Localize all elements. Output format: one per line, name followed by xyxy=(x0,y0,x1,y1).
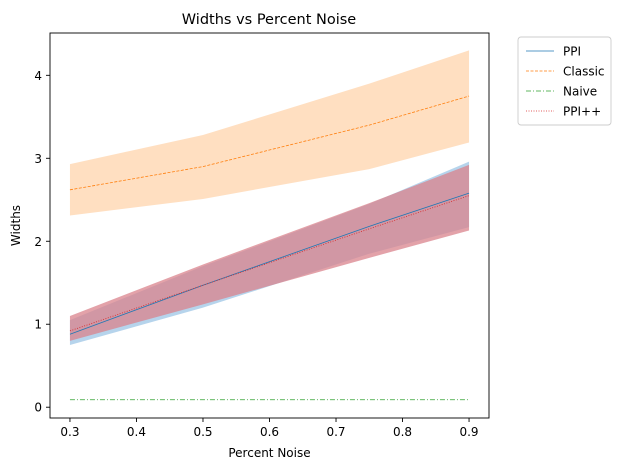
series-line-ppi xyxy=(69,192,470,335)
legend: PPI Classic Naive PPI++ xyxy=(517,36,612,126)
x-tick-label: 0.9 xyxy=(459,425,478,439)
band-classic xyxy=(69,50,470,216)
series-line-classic xyxy=(69,95,470,191)
x-tick-label: 0.4 xyxy=(127,425,146,439)
legend-label: Naive xyxy=(563,85,597,99)
x-tick-label: 0.5 xyxy=(193,425,212,439)
x-tick-label: 0.3 xyxy=(60,425,79,439)
legend-label: PPI++ xyxy=(563,105,601,119)
x-tick-label: 0.6 xyxy=(260,425,279,439)
x-tick-label: 0.8 xyxy=(393,425,412,439)
x-axis: 0.3 0.4 0.5 0.6 0.7 0.8 0.9 xyxy=(60,418,479,439)
y-tick-label: 3 xyxy=(34,152,42,166)
legend-label: Classic xyxy=(563,65,605,79)
y-tick-label: 1 xyxy=(34,318,42,332)
series-line-ppiplusplus xyxy=(69,195,470,332)
chart-title: Widths vs Percent Noise xyxy=(182,12,357,28)
legend-box xyxy=(517,36,612,126)
y-tick-label: 0 xyxy=(34,401,42,415)
y-tick-label: 2 xyxy=(34,235,42,249)
x-tick-label: 0.7 xyxy=(326,425,345,439)
y-axis: 0 1 2 3 4 xyxy=(34,69,50,415)
y-axis-label: Widths xyxy=(9,205,23,246)
legend-label: PPI xyxy=(563,45,581,59)
x-axis-label: Percent Noise xyxy=(228,446,310,460)
series-lines xyxy=(69,95,470,401)
y-tick-label: 4 xyxy=(34,69,42,83)
